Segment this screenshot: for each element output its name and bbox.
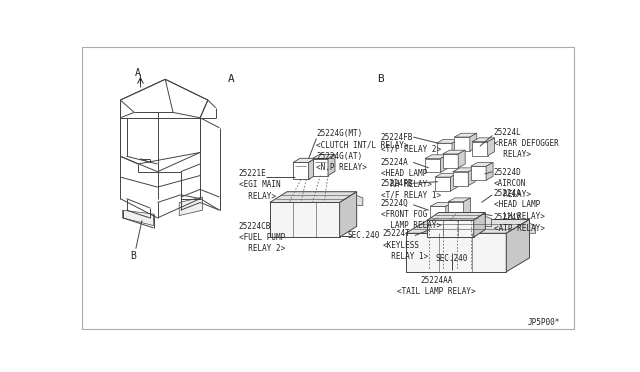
Polygon shape — [179, 197, 202, 216]
Text: 25224V
<ATP RELAY>: 25224V <ATP RELAY> — [494, 212, 545, 232]
Polygon shape — [123, 210, 154, 225]
Text: B: B — [130, 251, 136, 261]
Polygon shape — [308, 158, 316, 179]
Polygon shape — [472, 138, 495, 142]
Polygon shape — [472, 142, 488, 155]
Polygon shape — [488, 138, 495, 155]
Polygon shape — [425, 158, 440, 173]
Polygon shape — [435, 177, 451, 191]
Polygon shape — [406, 219, 529, 233]
Text: 25224AA
<TAIL LAMP RELAY>: 25224AA <TAIL LAMP RELAY> — [397, 276, 476, 296]
Text: 25224T
<KEYLESS
  RELAY 1>: 25224T <KEYLESS RELAY 1> — [382, 230, 429, 261]
Polygon shape — [312, 154, 335, 158]
Text: SEC.240: SEC.240 — [436, 254, 468, 263]
Polygon shape — [270, 202, 340, 237]
Polygon shape — [428, 212, 485, 220]
Text: 25224A
<HEAD LAMP
  LH RELAY>: 25224A <HEAD LAMP LH RELAY> — [494, 189, 545, 221]
Polygon shape — [293, 158, 316, 163]
Text: B: B — [378, 74, 384, 84]
Polygon shape — [529, 223, 536, 233]
Text: 25224L
<REAR DEFOGGER
  RELAY>: 25224L <REAR DEFOGGER RELAY> — [494, 128, 559, 159]
Text: A: A — [228, 74, 234, 84]
Polygon shape — [454, 133, 477, 137]
Polygon shape — [328, 154, 335, 176]
Polygon shape — [446, 202, 452, 220]
Polygon shape — [474, 212, 485, 237]
Text: 25224FB
<T/F RELAY 2>: 25224FB <T/F RELAY 2> — [381, 133, 441, 153]
Polygon shape — [452, 140, 459, 157]
Polygon shape — [470, 166, 486, 180]
Text: 25224CB
<FUEL PUMP
  RELAY 2>: 25224CB <FUEL PUMP RELAY 2> — [239, 222, 285, 253]
Polygon shape — [435, 173, 458, 177]
Polygon shape — [356, 196, 363, 206]
Text: 25224G(MT)
<CLUTCH INT/L RELAY>
25224G(AT)
<N.P RELAY>: 25224G(MT) <CLUTCH INT/L RELAY> 25224G(A… — [316, 129, 409, 171]
Text: SEC.240: SEC.240 — [348, 231, 380, 240]
Polygon shape — [436, 140, 459, 143]
Polygon shape — [452, 172, 468, 186]
Polygon shape — [470, 163, 493, 166]
Polygon shape — [340, 192, 356, 237]
Text: 25221E
<EGI MAIN
  RELAY>: 25221E <EGI MAIN RELAY> — [239, 169, 280, 201]
Text: A: A — [134, 68, 140, 78]
Polygon shape — [270, 192, 356, 202]
Polygon shape — [425, 155, 447, 158]
Polygon shape — [463, 198, 470, 216]
Polygon shape — [454, 137, 470, 151]
Polygon shape — [406, 233, 506, 272]
Polygon shape — [452, 168, 476, 172]
Polygon shape — [458, 150, 465, 168]
Polygon shape — [293, 163, 308, 179]
Text: JP5P00*: JP5P00* — [528, 318, 561, 327]
Polygon shape — [440, 155, 447, 173]
Polygon shape — [486, 163, 493, 180]
Polygon shape — [470, 133, 477, 151]
Text: 25224D
<AIRCON
  RELAY>: 25224D <AIRCON RELAY> — [494, 168, 531, 199]
Polygon shape — [430, 206, 446, 220]
Text: 25224A
<HEAD LAMP
  RH RELAY>: 25224A <HEAD LAMP RH RELAY> — [381, 158, 431, 189]
Polygon shape — [443, 154, 458, 168]
Polygon shape — [451, 173, 458, 191]
Text: 25224FB
<T/F RELAY 1>: 25224FB <T/F RELAY 1> — [381, 179, 441, 199]
Polygon shape — [443, 150, 465, 154]
Polygon shape — [448, 202, 463, 216]
Polygon shape — [506, 219, 529, 272]
Polygon shape — [468, 168, 476, 186]
Polygon shape — [430, 202, 452, 206]
Text: 25224Q
<FRONT FOG
  LAMP RELAY>: 25224Q <FRONT FOG LAMP RELAY> — [381, 199, 441, 230]
Polygon shape — [428, 220, 474, 237]
Polygon shape — [436, 143, 452, 157]
Polygon shape — [448, 198, 470, 202]
Polygon shape — [485, 217, 492, 226]
Polygon shape — [312, 158, 328, 176]
